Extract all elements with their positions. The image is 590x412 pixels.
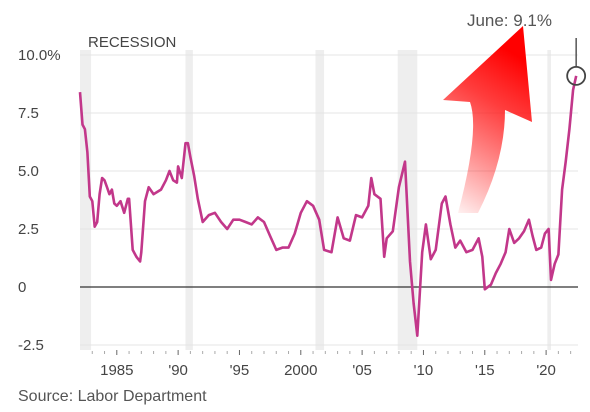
x-axis-ticks: 1985 '90 '95 2000 '05 '10 '15 '20 [91, 350, 572, 379]
y-axis-ticks: 10.0% 7.5 5.0 2.5 0 -2.5 [18, 47, 61, 354]
series-line-0 [78, 75, 578, 337]
recession-band-2 [315, 50, 325, 350]
y-tick-label-3: 2.5 [18, 221, 39, 238]
x-tick-label-3: 2000 [284, 362, 317, 379]
recession-legend-label: RECESSION [88, 34, 176, 51]
x-tick-label-1: '90 [168, 362, 188, 379]
recession-band-4 [547, 50, 552, 350]
y-tick-label-0: 10.0% [18, 47, 61, 64]
x-tick-label-2: '95 [230, 362, 250, 379]
annotation-label: June: 9.1% [467, 11, 552, 30]
y-tick-label-4: 0 [18, 279, 26, 296]
recession-band-1 [185, 50, 193, 350]
recession-band-0 [80, 50, 92, 350]
x-tick-label-0: 1985 [100, 362, 133, 379]
x-tick-label-4: '05 [352, 362, 372, 379]
source-note: Source: Labor Department [18, 388, 207, 405]
annotation-marker-circle [566, 65, 587, 86]
annotation-group: June: 9.1% [467, 11, 587, 86]
x-tick-label-5: '10 [414, 362, 434, 379]
y-tick-label-2: 5.0 [18, 163, 39, 180]
x-tick-label-6: '15 [475, 362, 495, 379]
x-tick-label-7: '20 [536, 362, 556, 379]
cpi-series [78, 75, 578, 337]
red-arrow [443, 26, 532, 213]
y-tick-label-1: 7.5 [18, 105, 39, 122]
y-tick-label-5: -2.5 [18, 337, 44, 354]
